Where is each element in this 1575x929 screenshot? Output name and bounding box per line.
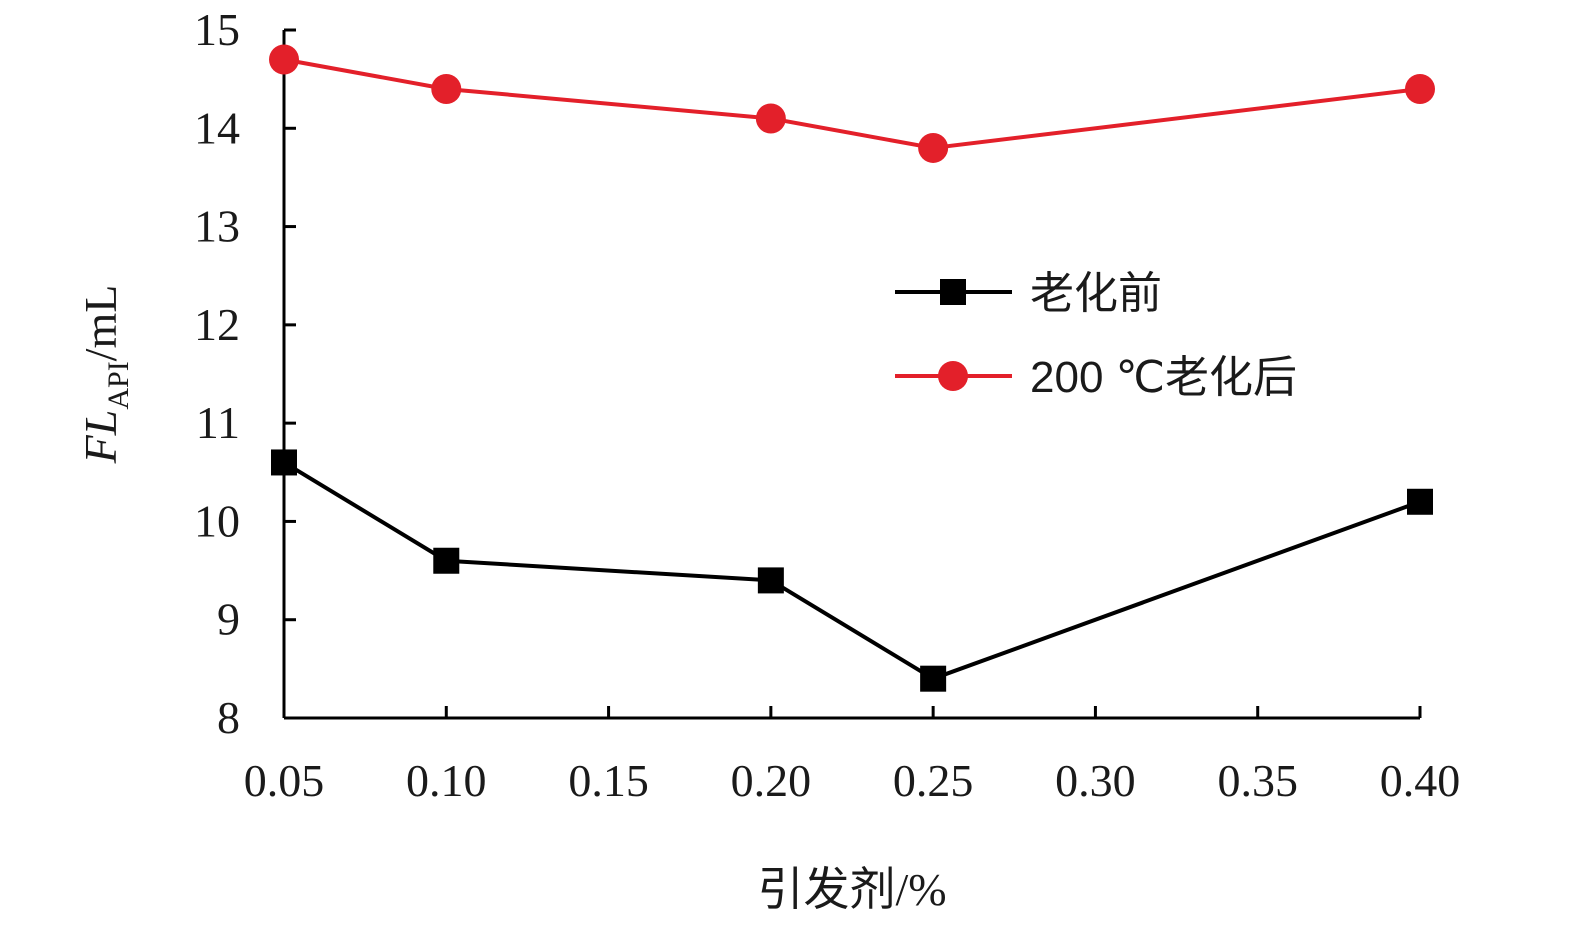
y-tick-label: 15 (194, 4, 240, 55)
y-tick-label: 8 (217, 692, 240, 743)
data-point-square (271, 449, 297, 476)
series-line-1 (283, 57, 1421, 150)
x-tick-label: 0.20 (731, 755, 812, 806)
legend: 老化前 200 ℃老化后 (895, 269, 1297, 402)
legend-item-after-aging: 200 ℃老化后 (895, 353, 1297, 402)
y-tick-label: 14 (194, 102, 240, 153)
data-point-circle (755, 103, 786, 134)
data-point-circle (1405, 73, 1435, 104)
legend-label-after-aging: 200 ℃老化后 (1030, 353, 1297, 402)
legend-marker-circle (938, 361, 968, 391)
data-point-circle (431, 73, 462, 104)
data-point-circle (918, 132, 949, 163)
legend-marker-square (940, 279, 966, 305)
data-point-square (433, 547, 460, 574)
legend-label-before-aging: 老化前 (1030, 269, 1162, 318)
y-axis-title-sub: API (102, 361, 135, 409)
data-point-square (1407, 488, 1433, 515)
x-axis-ticks: 0.05 0.10 0.15 0.20 0.25 0.30 0.35 0.40 (244, 706, 1461, 806)
y-tick-label: 9 (217, 594, 240, 645)
y-tick-label: 10 (194, 495, 240, 546)
y-axis-title-unit: /mL (75, 285, 126, 362)
data-point-square (757, 567, 784, 594)
x-axis-title: 引发剂/% (757, 864, 946, 915)
series-layer (269, 44, 1435, 692)
x-tick-label: 0.15 (568, 755, 649, 806)
data-point-square (920, 665, 947, 692)
x-tick-label: 0.10 (406, 755, 487, 806)
x-tick-label: 0.35 (1217, 755, 1298, 806)
y-tick-label: 12 (194, 299, 240, 350)
x-tick-label: 0.30 (1055, 755, 1136, 806)
x-tick-label: 0.25 (893, 755, 974, 806)
y-axis-ticks: 8 9 10 11 12 13 14 15 (194, 4, 296, 743)
y-tick-label: 11 (196, 397, 240, 448)
svg-text:FLAPI/mL: FLAPI/mL (75, 285, 135, 465)
y-axis-title-main: FL (75, 410, 126, 465)
y-axis-title: FLAPI/mL (75, 285, 135, 465)
y-tick-label: 13 (194, 201, 240, 252)
x-tick-label: 0.05 (244, 755, 325, 806)
x-tick-label: 0.40 (1380, 755, 1461, 806)
legend-item-before-aging: 老化前 (895, 269, 1162, 318)
data-point-circle (269, 44, 299, 75)
